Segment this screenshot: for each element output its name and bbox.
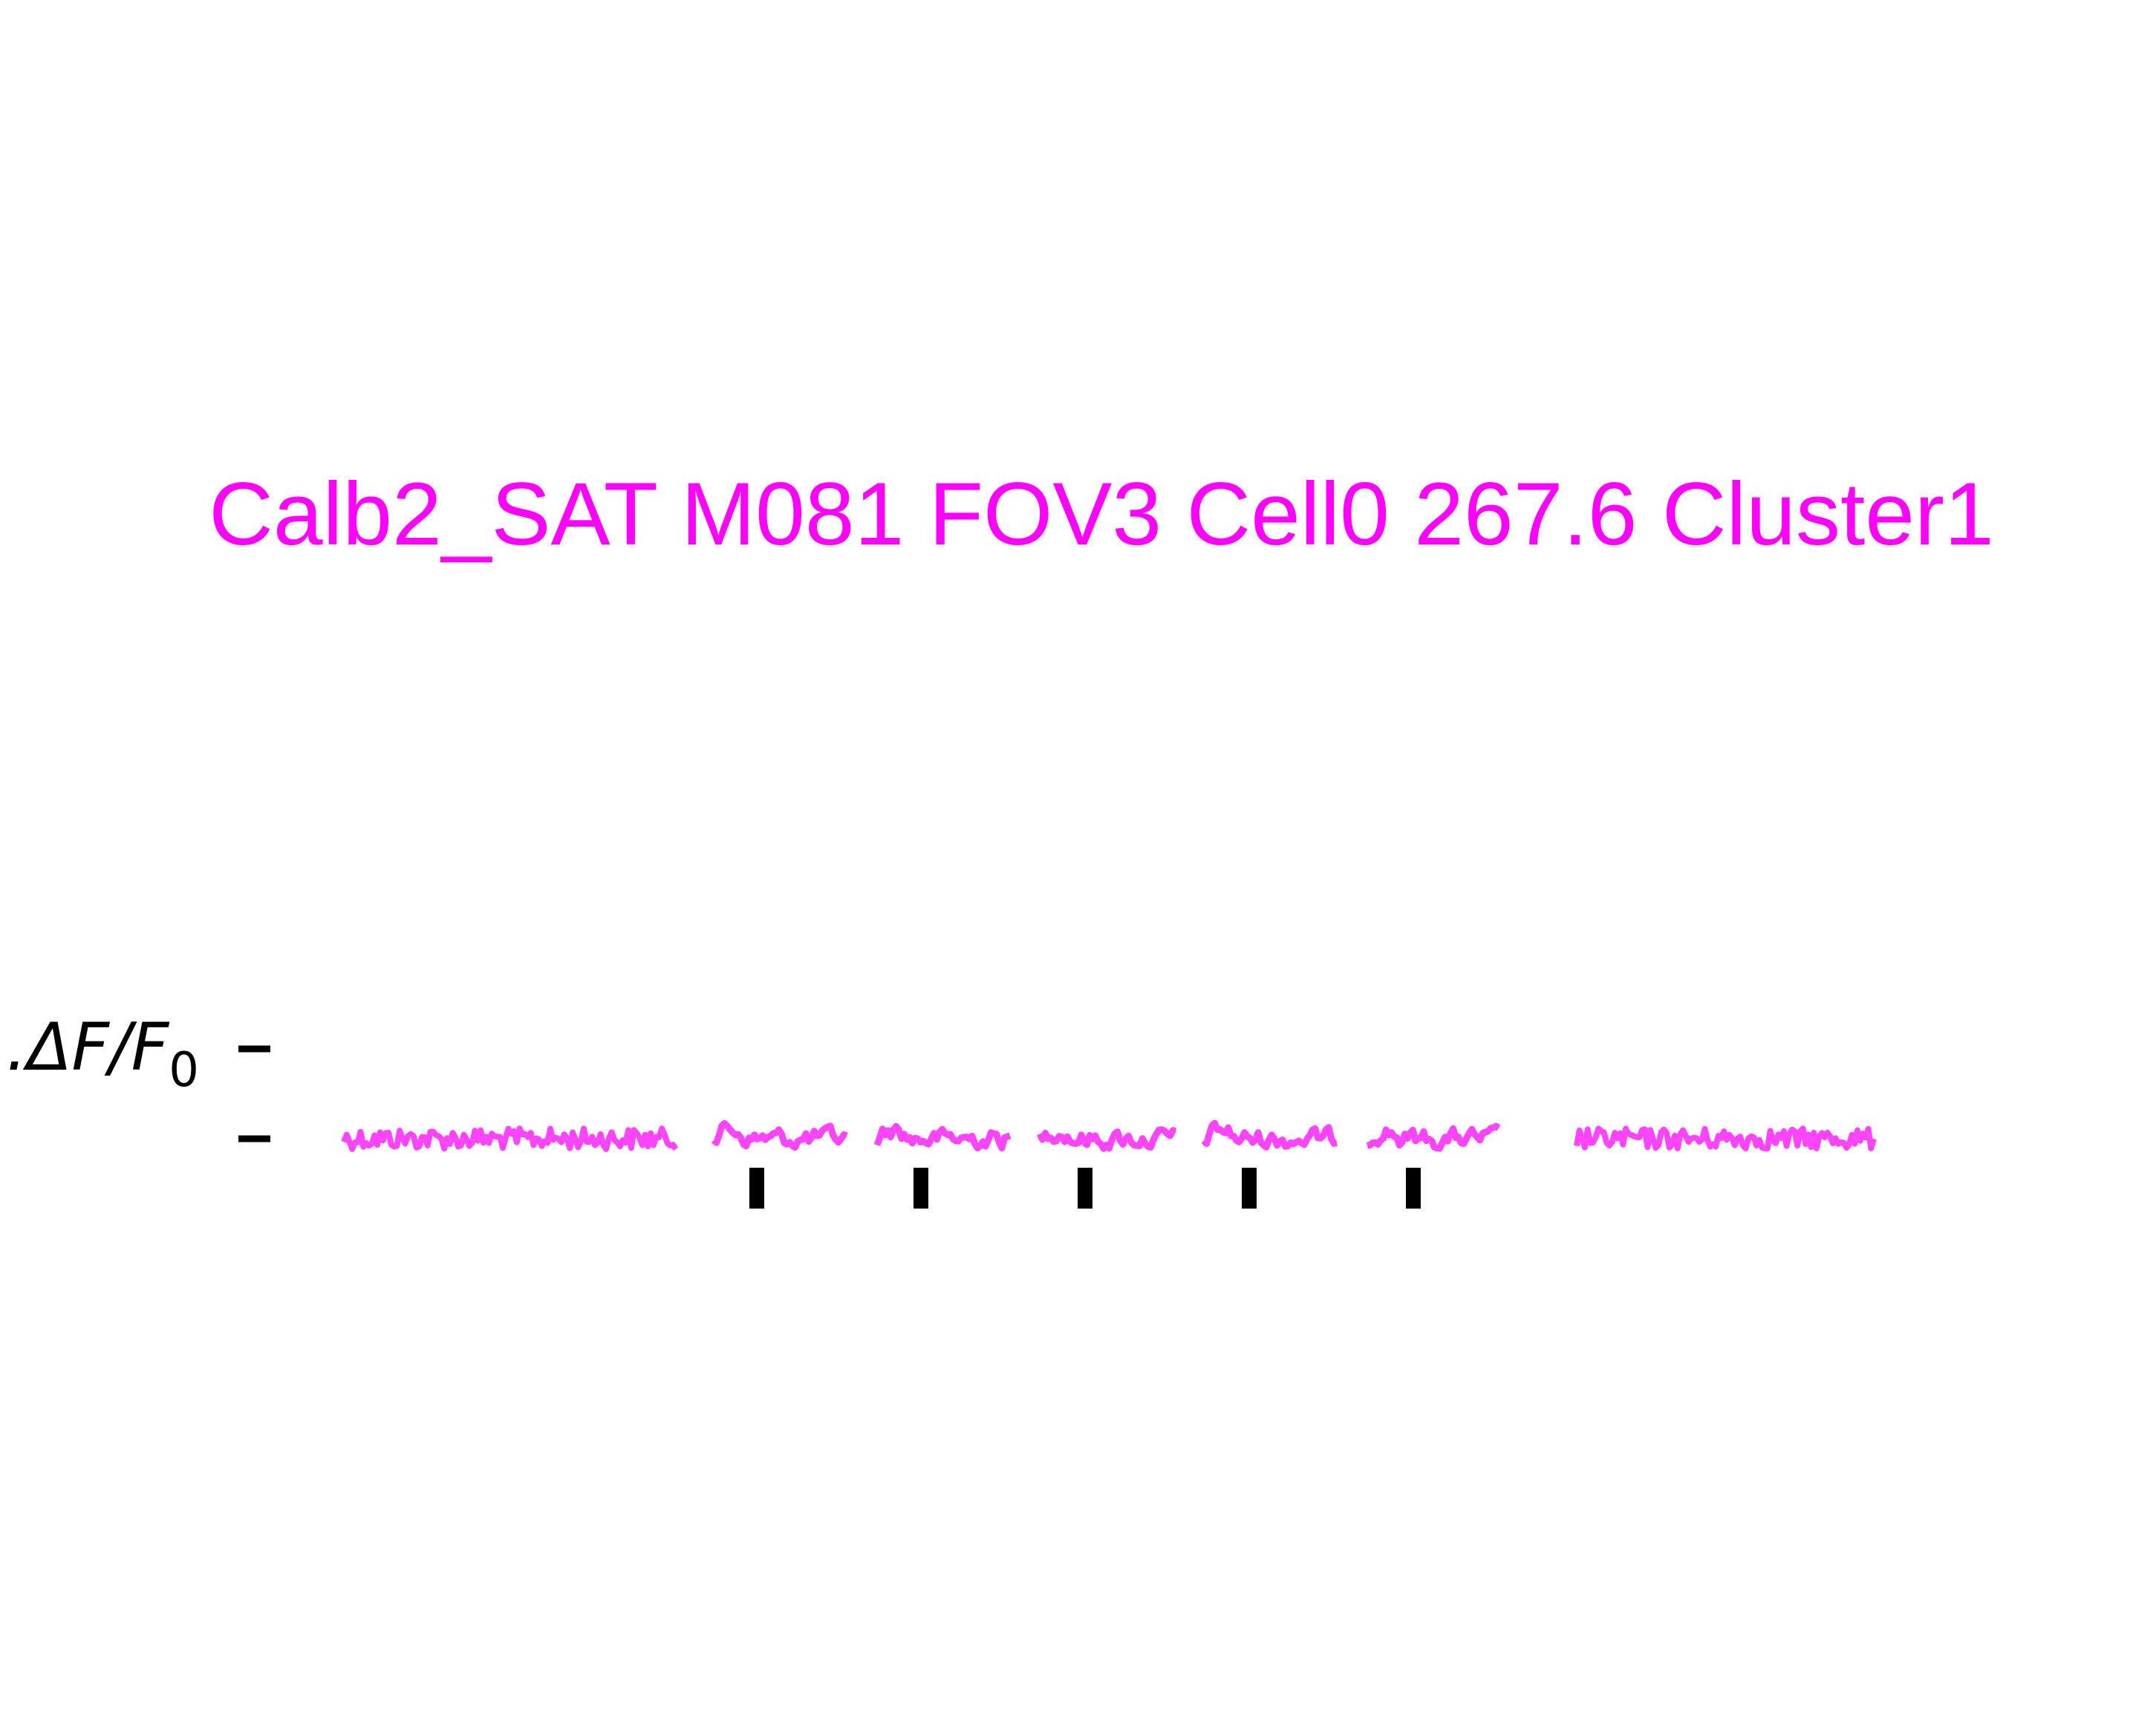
trace-group xyxy=(341,1119,1877,1152)
trace-segment-5 xyxy=(1201,1119,1338,1151)
trace-segment-3 xyxy=(873,1122,1012,1151)
scale-bar: .ΔF/F0 xyxy=(6,1009,270,1142)
trace-segment-6 xyxy=(1366,1122,1501,1152)
scale-bar-label-main: .ΔF/F xyxy=(6,1009,169,1085)
stimulus-marker-group xyxy=(749,1168,1421,1209)
stimulus-marker-2 xyxy=(913,1168,928,1209)
scale-bar-label: .ΔF/F0 xyxy=(6,1009,199,1098)
trace-segment-7 xyxy=(1574,1125,1877,1151)
stimulus-marker-4 xyxy=(1242,1168,1257,1209)
trace-segment-1 xyxy=(341,1125,679,1152)
trace-segment-4 xyxy=(1036,1126,1177,1152)
stimulus-marker-3 xyxy=(1078,1168,1092,1209)
chart-title: Calb2_SAT M081 FOV3 Cell0 267.6 Cluster1 xyxy=(209,464,1993,564)
stimulus-marker-1 xyxy=(749,1168,764,1209)
trace-segment-2 xyxy=(711,1119,848,1151)
stimulus-marker-5 xyxy=(1406,1168,1421,1209)
scale-bar-label-subscript: 0 xyxy=(169,1043,199,1098)
